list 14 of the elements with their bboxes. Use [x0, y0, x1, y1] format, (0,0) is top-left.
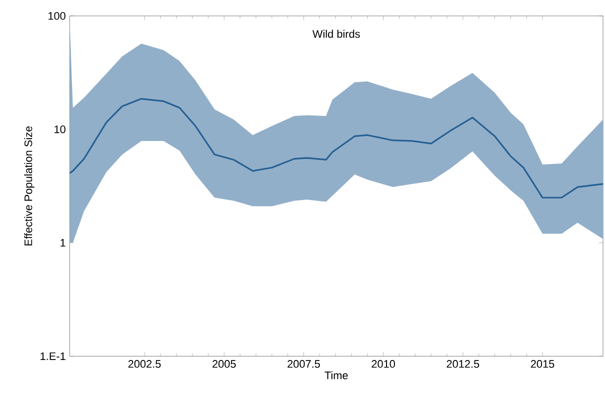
- y-tick-label: 1.E-1: [40, 352, 66, 360]
- x-axis-title: Time: [324, 371, 348, 380]
- text: Wild birds: [312, 30, 360, 38]
- y-axis-title: Effective Population Size: [24, 126, 34, 246]
- x-tick-label: 2015: [530, 360, 554, 368]
- y-tick-label: 10: [54, 126, 66, 134]
- x-tick-label: 2005: [212, 360, 236, 368]
- x-tick-label: 2007.5: [288, 360, 320, 368]
- y-tick-label: 1: [60, 239, 66, 247]
- line-series: [70, 98, 604, 198]
- x-tick-label: 2002.5: [128, 360, 161, 368]
- x-tick-label: 2010: [372, 360, 396, 368]
- x-tick-label: 2012.5: [446, 360, 480, 368]
- y-tick-label: 100: [48, 12, 66, 20]
